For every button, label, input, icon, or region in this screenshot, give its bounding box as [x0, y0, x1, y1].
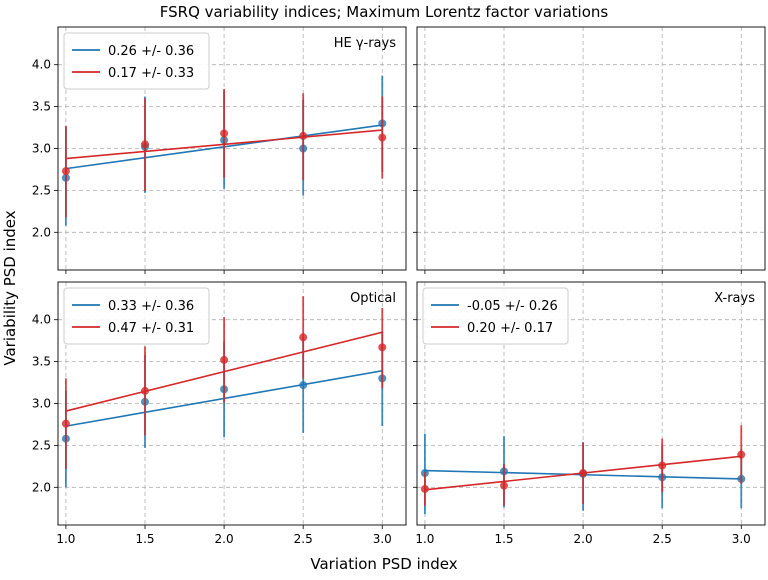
x-tick-label: 1.5: [494, 532, 513, 546]
fit-line: [65, 129, 383, 160]
y-tick-label: 3.0: [32, 397, 51, 411]
x-tick-label: 2.0: [215, 532, 234, 546]
legend: 0.33 +/- 0.36 0.47 +/- 0.31: [63, 287, 210, 345]
y-tick-label: 2.5: [32, 183, 51, 197]
figure-title: FSRQ variability indices; Maximum Lorent…: [160, 3, 609, 21]
fit-line: [65, 331, 383, 412]
data-point: [378, 343, 387, 352]
series-red: [61, 296, 387, 469]
y-tick-label: 3.5: [32, 355, 51, 369]
x-tick-label: 3.0: [732, 532, 751, 546]
x-tick-label: 3.0: [373, 532, 392, 546]
data-point: [420, 484, 429, 493]
legend-entry: 0.26 +/- 0.36: [108, 44, 194, 59]
x-axis-label: Variation PSD index: [310, 555, 457, 573]
y-axis-label: Variability PSD index: [1, 210, 19, 365]
x-tick-label: 1.5: [135, 532, 154, 546]
panel-label: HE γ-rays: [334, 36, 397, 51]
legend: -0.05 +/- 0.26 0.20 +/- 0.17: [422, 287, 569, 345]
data-point: [61, 419, 70, 428]
y-tick-label: 4.0: [32, 58, 51, 72]
x-tick-label: 2.5: [653, 532, 672, 546]
series-red: [61, 89, 387, 218]
panel-data: [420, 425, 746, 515]
x-tick-label: 2.0: [574, 532, 593, 546]
legend-box: [63, 287, 210, 345]
data-point: [299, 333, 308, 342]
legend-entry: -0.05 +/- 0.26: [467, 299, 558, 314]
legend-entry: 0.17 +/- 0.33: [108, 66, 194, 81]
y-tick-label: 3.0: [32, 142, 51, 156]
data-point: [220, 129, 229, 138]
data-point: [299, 131, 308, 140]
data-point: [658, 461, 667, 470]
y-tick-label: 2.0: [32, 225, 51, 239]
y-tick-label: 2.5: [32, 438, 51, 452]
panel-label: Optical: [350, 291, 396, 306]
data-point: [500, 481, 508, 490]
legend-box: [63, 32, 210, 90]
fit-line: [424, 455, 742, 491]
y-tick-label: 3.5: [32, 100, 51, 114]
data-point: [61, 167, 70, 176]
x-tick-label: 1.0: [56, 532, 75, 546]
data-point: [378, 133, 387, 142]
series-red: [420, 425, 746, 506]
legend-entry: 0.33 +/- 0.36: [108, 299, 194, 314]
x-tick-label: 1.0: [415, 532, 434, 546]
panel-3: 1.0 1.5 2.0 2.5 3.0 2.0 2.5 3.0 3.5 4.0 Optical 0.3…: [32, 281, 407, 546]
data-point: [220, 355, 229, 364]
axes-frame: [57, 26, 407, 271]
y-tick-label: 2.0: [32, 480, 51, 494]
axes-frame: [416, 281, 766, 526]
legend-box: [422, 287, 569, 345]
axes-frame: [416, 26, 766, 271]
panel-2: [413, 26, 766, 274]
axes-frame: [57, 281, 407, 526]
legend: 0.26 +/- 0.36 0.17 +/- 0.33: [63, 32, 210, 90]
legend-entry: 0.20 +/- 0.17: [467, 321, 553, 336]
legend-entry: 0.47 +/- 0.31: [108, 321, 194, 336]
y-tick-label: 4.0: [32, 313, 51, 327]
x-tick-label: 2.5: [294, 532, 313, 546]
panel-1: 2.0 2.5 3.0 3.5 4.0 HE γ-rays 0.26 +/- 0.36 0.1…: [32, 26, 407, 274]
data-point: [141, 140, 149, 149]
data-point: [737, 450, 746, 459]
panels-container: 2.0 2.5 3.0 3.5 4.0 HE γ-rays 0.26 +/- 0.36 0.1…: [32, 26, 766, 546]
panel-4: 1.0 1.5 2.0 2.5 3.0 X-rays -0.05 +/- 0.26 0.20 …: [413, 281, 766, 546]
panel-data: [61, 296, 387, 488]
panel-data: [61, 75, 387, 226]
panel-label: X-rays: [714, 291, 755, 306]
